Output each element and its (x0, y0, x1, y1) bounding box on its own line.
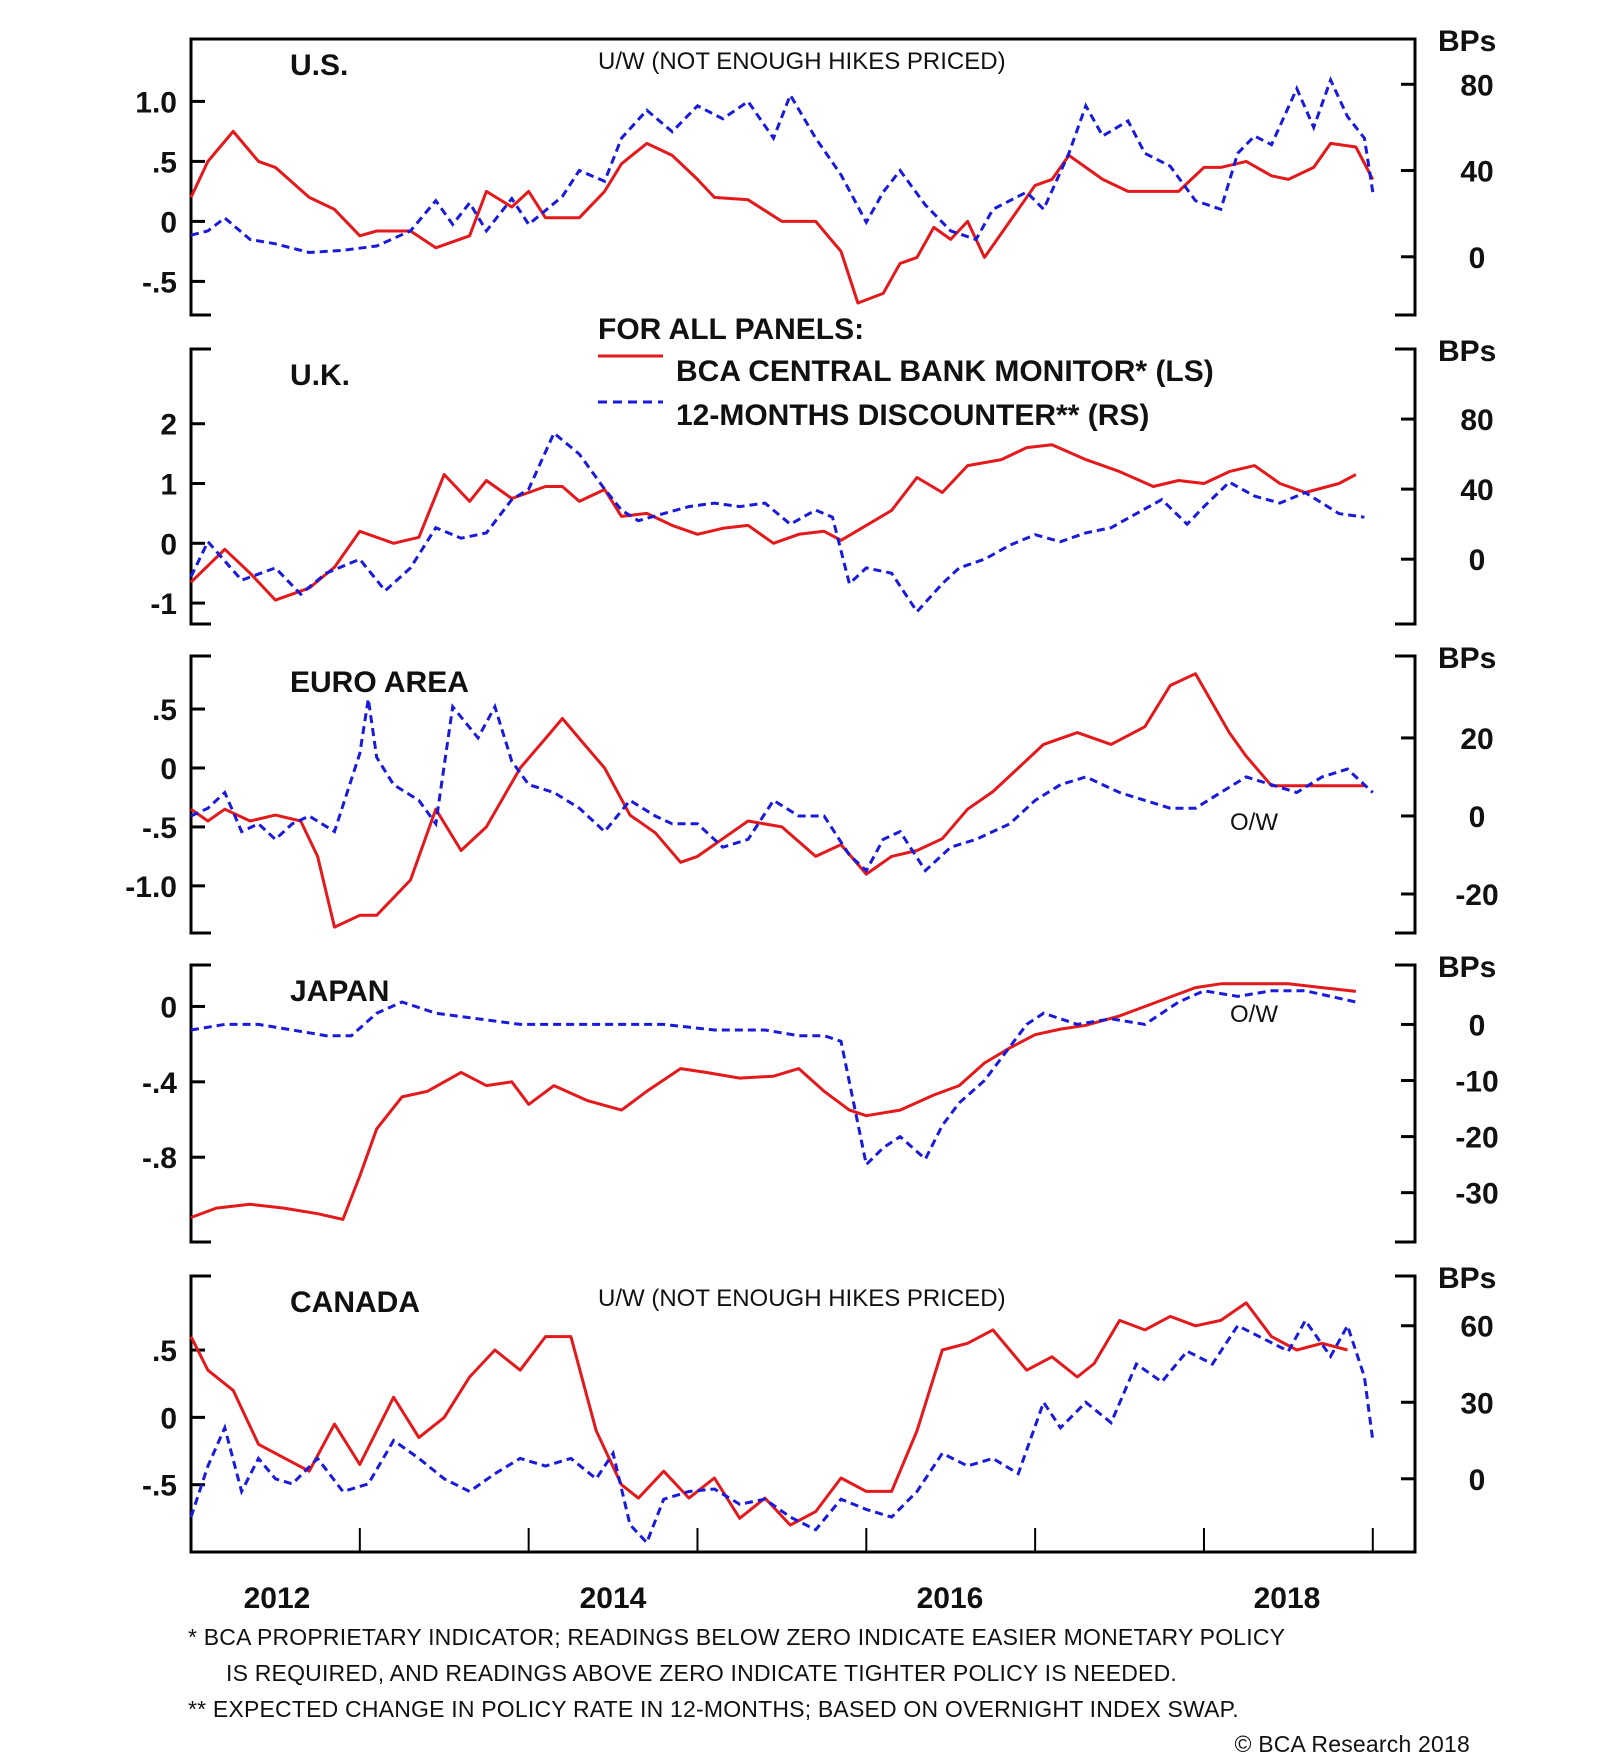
right-tick-label: -20 (1455, 1122, 1498, 1155)
panel-title: U.S. (290, 49, 348, 82)
legend-label-discounter: 12-MONTHS DISCOUNTER** (RS) (676, 399, 1149, 432)
x-tick-label: 2018 (1254, 1582, 1321, 1615)
right-axis-unit: BPs (1438, 1262, 1496, 1295)
left-tick-label: .5 (152, 146, 177, 179)
left-tick-label: 0 (160, 753, 177, 786)
left-tick-label: 0 (160, 206, 177, 239)
panels: 1.0 .5 0 -.5 80 40 0 BPs U.S. U/W (NOT ENOUGH HIK… (125, 25, 1499, 1554)
left-tick-label: -1 (150, 588, 177, 621)
legend-heading: FOR ALL PANELS: (598, 313, 864, 346)
left-tick-label: 0 (160, 528, 177, 561)
monitor-series-line (190, 672, 1365, 929)
panel-canada: .5 0 -.5 60 30 0 BPs CANADA U/W (NOT ENOUGH HIKE… (142, 1262, 1496, 1554)
panel-annotation: O/W (1230, 809, 1278, 836)
x-axis-labels: 2012 2014 2016 2018 (244, 1582, 1321, 1615)
panel-title: U.K. (290, 359, 350, 392)
legend: FOR ALL PANELS: BCA CENTRAL BANK MONITOR… (598, 313, 1214, 432)
panel-annotation: O/W (1230, 1001, 1278, 1028)
left-tick-label: -.4 (142, 1067, 177, 1100)
legend-label-monitor: BCA CENTRAL BANK MONITOR* (LS) (676, 355, 1214, 388)
footnote-1-cont: IS REQUIRED, AND READINGS ABOVE ZERO IND… (226, 1660, 1177, 1686)
right-axis (1395, 1274, 1417, 1554)
left-axis (189, 654, 211, 935)
footnotes: * BCA PROPRIETARY INDICATOR; READINGS BE… (188, 1624, 1470, 1757)
panel-euro-area: .5 0 -.5 -1.0 20 0 -20 BPs EURO AREA O/W (125, 642, 1499, 935)
panel-japan: 0 -.4 -.8 0 -10 -20 -30 BPs JAPAN O/W (142, 951, 1499, 1244)
left-axis (189, 963, 211, 1244)
right-tick-label: 80 (1460, 404, 1493, 437)
monitor-series-line (190, 982, 1357, 1221)
right-axis (1395, 963, 1417, 1244)
x-tick-label: 2014 (580, 1582, 647, 1615)
right-tick-label: 30 (1460, 1387, 1493, 1420)
right-tick-label: 20 (1460, 723, 1493, 756)
right-tick-label: 40 (1460, 156, 1493, 189)
left-tick-label: 2 (160, 409, 177, 442)
right-tick-label: 0 (1469, 1009, 1486, 1042)
right-tick-label: 0 (1469, 801, 1486, 834)
x-tick-label: 2016 (917, 1582, 984, 1615)
left-tick-label: -.5 (142, 812, 177, 845)
right-tick-label: -10 (1455, 1066, 1498, 1099)
right-tick-label: 80 (1460, 69, 1493, 102)
discounter-series-line (189, 430, 1365, 615)
right-axis (1395, 654, 1417, 935)
right-axis (1395, 347, 1417, 626)
right-tick-label: -20 (1455, 879, 1498, 912)
left-tick-label: -.8 (142, 1142, 177, 1175)
right-tick-label: 0 (1469, 544, 1486, 577)
panel-u-s: 1.0 .5 0 -.5 80 40 0 BPs U.S. U/W (NOT ENOUGH HIK… (135, 25, 1496, 317)
left-axis (189, 347, 211, 626)
monitor-series-line (189, 1301, 1348, 1527)
right-axis-unit: BPs (1438, 25, 1496, 58)
right-axis-unit: BPs (1438, 642, 1496, 675)
left-tick-label: 1.0 (135, 86, 177, 119)
panel-u-k: 2 1 0 -1 80 40 0 BPs U.K. (150, 335, 1496, 626)
right-axis-unit: BPs (1438, 951, 1496, 984)
discounter-series-line (190, 76, 1375, 255)
panel-annotation: U/W (NOT ENOUGH HIKES PRICED) (598, 1285, 1006, 1312)
panel-title: JAPAN (290, 975, 389, 1008)
right-tick-label: 40 (1460, 474, 1493, 507)
x-tick-label: 2012 (244, 1582, 311, 1615)
right-tick-label: 0 (1469, 242, 1486, 275)
left-tick-label: 1 (160, 469, 177, 502)
right-tick-label: 60 (1460, 1311, 1493, 1344)
discounter-series-line (190, 698, 1374, 874)
left-tick-label: -.5 (142, 1470, 177, 1503)
left-tick-label: -1.0 (125, 871, 177, 904)
panel-annotation: U/W (NOT ENOUGH HIKES PRICED) (598, 48, 1006, 75)
left-tick-label: .5 (152, 694, 177, 727)
footnote-1: * BCA PROPRIETARY INDICATOR; READINGS BE… (188, 1624, 1285, 1650)
left-tick-label: .5 (152, 1335, 177, 1368)
right-axis (1395, 37, 1417, 317)
discounter-series-line (189, 1317, 1375, 1546)
panel-title: CANADA (290, 1286, 420, 1319)
footnote-2: ** EXPECTED CHANGE IN POLICY RATE IN 12-… (188, 1696, 1239, 1722)
left-tick-label: 0 (160, 991, 177, 1024)
right-axis-unit: BPs (1438, 335, 1496, 368)
panel-title: EURO AREA (290, 666, 469, 699)
monitor-series-line (189, 129, 1375, 305)
left-tick-label: 0 (160, 1402, 177, 1435)
right-tick-label: -30 (1455, 1178, 1498, 1211)
right-tick-label: 0 (1469, 1464, 1486, 1497)
monitor-series-line (189, 443, 1357, 602)
source-credit: © BCA Research 2018 (1234, 1731, 1470, 1757)
left-tick-label: -.5 (142, 266, 177, 299)
